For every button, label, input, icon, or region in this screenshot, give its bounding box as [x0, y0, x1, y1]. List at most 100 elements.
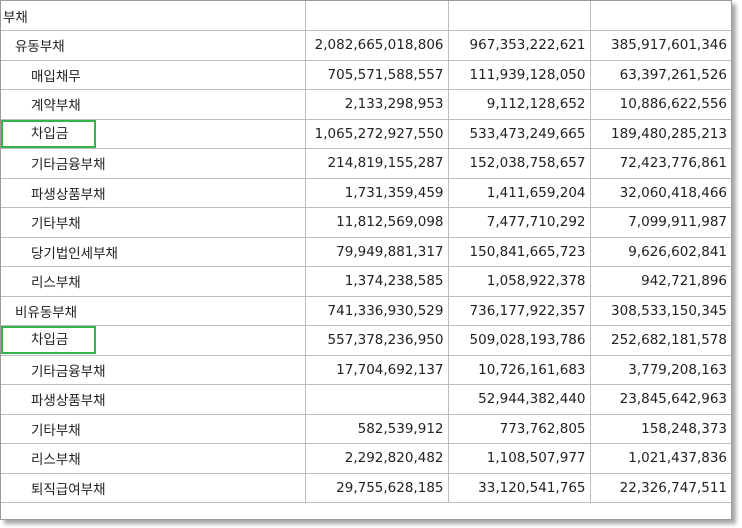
account-label-cell: 리스부채 [1, 266, 306, 297]
account-label-cell: 당기법인세부채 [1, 237, 306, 267]
table-row: 파생상품부채 1,731,359,459 1,411,659,204 32,060,4… [1, 178, 731, 208]
account-label: 매입채무 [31, 68, 81, 85]
amount-cell: 1,021,437,836 [590, 443, 731, 474]
amount-cell: 7,477,710,292 [448, 207, 591, 238]
amount-cell: 2,082,665,018,806 [305, 30, 449, 61]
amount-cell: 1,411,659,204 [448, 178, 591, 208]
amount-cell: 29,755,628,185 [305, 473, 449, 503]
amount-cell: 557,378,236,950 [305, 325, 449, 356]
amount-cell: 308,533,150,345 [590, 296, 731, 326]
account-label: 기타금융부채 [31, 157, 106, 174]
account-label: 부채 [3, 9, 28, 26]
account-label-cell: 매입채무 [1, 60, 306, 90]
account-label: 퇴직급여부채 [31, 481, 106, 498]
account-label-cell: 비유동부채 [1, 296, 306, 326]
amount-cell [305, 1, 449, 31]
amount-cell: 11,812,569,098 [305, 207, 449, 238]
amount-cell: 150,841,665,723 [448, 237, 591, 267]
amount-cell: 509,028,193,786 [448, 325, 591, 356]
account-label: 기타부채 [31, 216, 81, 233]
amount-cell: 63,397,261,526 [590, 60, 731, 90]
amount-cell: 1,374,238,585 [305, 266, 449, 297]
table-row: 비유동부채 741,336,930,529 736,177,922,357 308,5… [1, 296, 731, 326]
amount-cell: 1,731,359,459 [305, 178, 449, 208]
account-label: 비유동부채 [15, 304, 78, 321]
amount-cell: 52,944,382,440 [448, 384, 591, 415]
amount-cell: 252,682,181,578 [590, 325, 731, 356]
account-label: 기타부채 [31, 422, 81, 439]
amount-cell: 9,112,128,652 [448, 89, 591, 120]
amount-cell: 23,845,642,963 [590, 384, 731, 415]
amount-cell: 189,480,285,213 [590, 119, 731, 149]
account-label-cell: 차입금 [1, 325, 306, 356]
amount-cell: 32,060,418,466 [590, 178, 731, 208]
account-label: 파생상품부채 [31, 186, 106, 203]
amount-cell: 1,108,507,977 [448, 443, 591, 474]
account-label: 파생상품부채 [31, 393, 106, 410]
account-label: 리스부채 [31, 275, 81, 292]
amount-cell: 736,177,922,357 [448, 296, 591, 326]
account-label-cell: 유동부채 [1, 30, 306, 61]
amount-cell: 79,949,881,317 [305, 237, 449, 267]
highlighted-account-label: 차입금 [1, 326, 97, 355]
amount-cell: 10,726,161,683 [448, 355, 591, 385]
account-label-cell: 파생상품부채 [1, 384, 306, 415]
table-row: 리스부채 2,292,820,482 1,108,507,977 1,021,437,… [1, 443, 731, 474]
amount-cell: 214,819,155,287 [305, 148, 449, 179]
account-label-cell: 기타부채 [1, 207, 306, 238]
account-label-cell: 부채 [1, 1, 306, 31]
amount-cell: 152,038,758,657 [448, 148, 591, 179]
amount-cell [590, 1, 731, 31]
account-label-cell: 계약부채 [1, 89, 306, 120]
account-label-cell: 파생상품부채 [1, 178, 306, 208]
amount-cell: 942,721,896 [590, 266, 731, 297]
table-row: 파생상품부채 52,944,382,440 23,845,642,963 [1, 384, 731, 415]
table-row: 매입채무 705,571,588,557 111,939,128,050 63,397… [1, 60, 731, 90]
amount-cell: 10,886,622,556 [590, 89, 731, 120]
account-label: 당기법인세부채 [31, 245, 118, 262]
table-row: 리스부채 1,374,238,585 1,058,922,378 942,721,89… [1, 266, 731, 297]
table-row: 당기법인세부채 79,949,881,317 150,841,665,723 9,62… [1, 237, 731, 267]
table-row: 계약부채 2,133,298,953 9,112,128,652 10,886,622… [1, 89, 731, 120]
table-row: 기타금융부채 17,704,692,137 10,726,161,683 3,779,… [1, 355, 731, 385]
table-row: 차입금 1,065,272,927,550 533,473,249,665 189,4… [1, 119, 731, 149]
account-label-cell: 기타금융부채 [1, 148, 306, 179]
table-row: 유동부채 2,082,665,018,806 967,353,222,621 385,… [1, 30, 731, 61]
account-label: 계약부채 [31, 98, 81, 115]
amount-cell: 967,353,222,621 [448, 30, 591, 61]
account-label: 유동부채 [15, 39, 65, 56]
amount-cell [448, 1, 591, 31]
amount-cell: 72,423,776,861 [590, 148, 731, 179]
highlighted-account-label: 차입금 [1, 119, 97, 148]
amount-cell: 773,762,805 [448, 414, 591, 444]
account-label-cell: 기타금융부채 [1, 355, 306, 385]
amount-cell: 741,336,930,529 [305, 296, 449, 326]
account-label-cell: 퇴직급여부채 [1, 473, 306, 503]
table-row: 부채 [1, 1, 731, 31]
amount-cell: 158,248,373 [590, 414, 731, 444]
amount-cell: 582,539,912 [305, 414, 449, 444]
amount-cell: 533,473,249,665 [448, 119, 591, 149]
amount-cell [305, 384, 449, 415]
amount-cell: 2,133,298,953 [305, 89, 449, 120]
account-label-cell: 차입금 [1, 119, 306, 149]
amount-cell: 111,939,128,050 [448, 60, 591, 90]
amount-cell: 3,779,208,163 [590, 355, 731, 385]
amount-cell: 7,099,911,987 [590, 207, 731, 238]
table-row: 퇴직급여부채 29,755,628,185 33,120,541,765 22,326… [1, 473, 731, 503]
account-label-cell: 기타부채 [1, 414, 306, 444]
amount-cell: 9,626,602,841 [590, 237, 731, 267]
amount-cell: 385,917,601,346 [590, 30, 731, 61]
table-row: 기타금융부채 214,819,155,287 152,038,758,657 72,4… [1, 148, 731, 179]
account-label: 기타금융부채 [31, 363, 106, 380]
amount-cell: 1,058,922,378 [448, 266, 591, 297]
amount-cell: 33,120,541,765 [448, 473, 591, 503]
table-row: 기타부채 11,812,569,098 7,477,710,292 7,099,911… [1, 207, 731, 238]
amount-cell: 2,292,820,482 [305, 443, 449, 474]
amount-cell: 705,571,588,557 [305, 60, 449, 90]
table-row: 기타부채 582,539,912 773,762,805 158,248,373 [1, 414, 731, 444]
amount-cell: 17,704,692,137 [305, 355, 449, 385]
